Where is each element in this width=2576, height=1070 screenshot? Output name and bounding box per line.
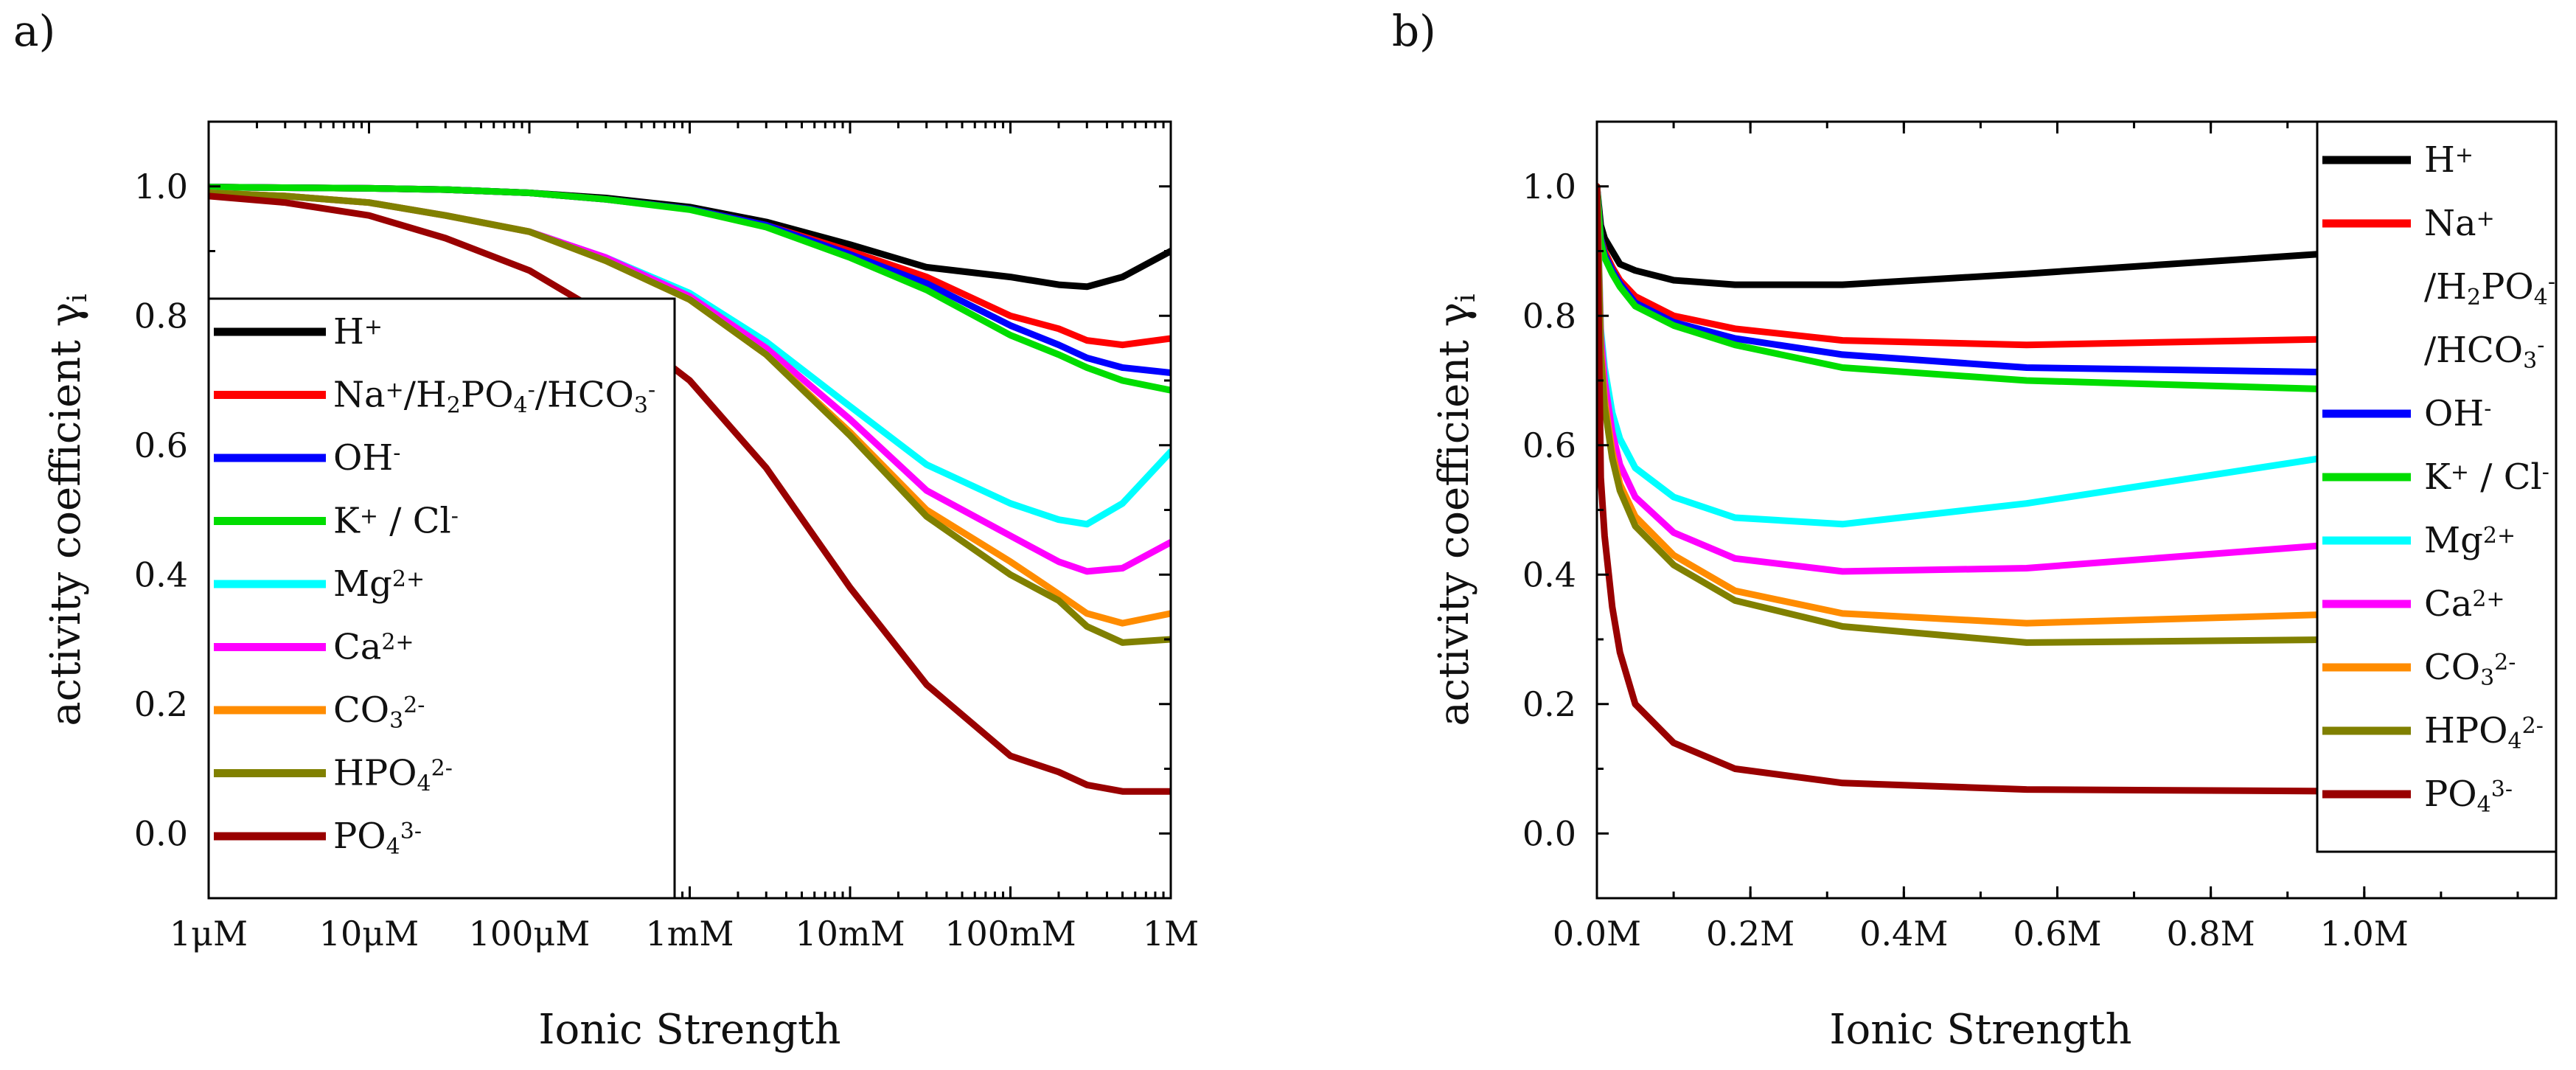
x-tick-label: 0.4M xyxy=(1859,914,1948,953)
series-line-8 xyxy=(209,192,1171,795)
legend-label: Mg2+ xyxy=(2424,520,2516,561)
legend-label: K+ / Cl- xyxy=(2424,456,2549,498)
legend-label: OH- xyxy=(2424,393,2491,434)
chart-panel-b: b) 0.0 0.2 0.4 0.6 0.8 1.0 0.0M 0.2M 0.4M 0.6M 0.8M… xyxy=(1392,6,2558,1054)
legend-entry-6: CO32- xyxy=(214,689,425,734)
legend-entry-8: PO43- xyxy=(2322,774,2513,818)
y-tick-label: 0.8 xyxy=(134,296,188,336)
legend-label: Ca2+ xyxy=(2424,583,2505,625)
y-tick-label: 0.2 xyxy=(1522,684,1576,724)
x-tick-label: 100μM xyxy=(469,914,591,953)
legend-entry-0: H+ xyxy=(214,311,383,352)
series-group xyxy=(209,184,1171,795)
series-line-7 xyxy=(1597,183,2368,646)
x-tick-label: 1μM xyxy=(170,914,248,953)
legend-entry-3: K+ / Cl- xyxy=(214,501,459,542)
legend-label: Na+/H2PO4-/HCO3- xyxy=(333,375,655,419)
legend-label: /HCO3- xyxy=(2424,330,2544,374)
legend-entry-5: Ca2+ xyxy=(2322,583,2505,625)
y-tick-label: 0.2 xyxy=(134,684,188,724)
legend-entry-4: Mg2+ xyxy=(2322,520,2516,561)
x-axis-title: Ionic Strength xyxy=(538,1006,840,1054)
series-line-0 xyxy=(1597,183,2368,288)
legend-label: CO32- xyxy=(333,689,425,734)
y-tick-label: 0.4 xyxy=(134,555,188,594)
legend-entry-7: HPO42- xyxy=(2322,710,2544,754)
legend-label: PO43- xyxy=(2424,774,2513,818)
legend-label: HPO42- xyxy=(333,753,453,797)
legend-entry-8: PO43- xyxy=(214,816,422,860)
legend-label: Mg2+ xyxy=(333,563,425,605)
legend-label: H+ xyxy=(2424,139,2474,181)
legend: H+ Na+/H2PO4-/HCO3- OH- K+ / Cl- Mg2+ Ca2+ CO3… xyxy=(207,297,676,900)
legend-entry-7: HPO42- xyxy=(214,753,453,797)
legend-entry-4: Mg2+ xyxy=(214,563,425,605)
x-tick-label: 10μM xyxy=(319,914,420,953)
y-tick-label: 0.0 xyxy=(134,813,188,853)
x-axis-title: Ionic Strength xyxy=(1829,1006,2131,1054)
series-line-3 xyxy=(209,184,1171,394)
series-line-1 xyxy=(1597,183,2368,349)
x-tick-label: 100mM xyxy=(944,914,1076,953)
series-line-6 xyxy=(1597,183,2368,627)
legend-label: Na+ xyxy=(2424,203,2495,244)
y-tick-label: 1.0 xyxy=(1522,167,1576,206)
y-tick-label: 0.6 xyxy=(134,425,188,465)
x-tick-label: 0.6M xyxy=(2013,914,2101,953)
y-tick-label: 1.0 xyxy=(134,167,188,206)
legend-label: K+ / Cl- xyxy=(333,501,459,542)
y-tick-label: 0.8 xyxy=(1522,296,1576,336)
legend-entry-2: OH- xyxy=(214,437,400,479)
x-tick-label: 0.0M xyxy=(1553,914,1641,953)
y-axis-title: activity coefficient γi xyxy=(1430,293,1481,726)
legend-entry-1: Na+/H2PO4-/HCO3- xyxy=(214,375,655,419)
legend-label: PO43- xyxy=(333,816,422,860)
legend-entry-3: K+ / Cl- xyxy=(2322,456,2549,498)
legend-label: OH- xyxy=(333,437,400,479)
series-line-8 xyxy=(1597,183,2368,795)
x-tick-label: 0.2M xyxy=(1706,914,1795,953)
legend-label: Ca2+ xyxy=(333,627,414,668)
x-tick-label: 1mM xyxy=(646,914,734,953)
y-tick-label: 0.4 xyxy=(1522,555,1576,594)
series-line-3 xyxy=(1597,183,2368,394)
panel-label: b) xyxy=(1392,6,1436,56)
y-tick-label: 0.6 xyxy=(1522,425,1576,465)
legend-entry-6: CO32- xyxy=(2322,647,2516,691)
legend: H+ Na+ /H2PO4- /HCO3- OH- K+ / Cl- Mg2+ Ca2+ CO3… xyxy=(2316,120,2558,853)
legend-label: HPO42- xyxy=(2424,710,2544,754)
legend-entry-5: Ca2+ xyxy=(214,627,414,668)
y-axis-title: activity coefficient γi xyxy=(42,293,93,726)
legend-label: /H2PO4- xyxy=(2424,266,2555,310)
legend-entry-2: OH- xyxy=(2322,393,2491,434)
x-tick-label: 10mM xyxy=(795,914,905,953)
legend-label: CO32- xyxy=(2424,647,2516,691)
legend-label: H+ xyxy=(333,311,383,352)
x-tick-label: 1M xyxy=(1143,914,1199,953)
legend-entry-1: Na+ /H2PO4- /HCO3- xyxy=(2322,203,2555,374)
series-line-7 xyxy=(209,190,1171,646)
x-tick-label: 0.8M xyxy=(2167,914,2255,953)
series-group xyxy=(1597,183,2368,795)
legend-entry-0: H+ xyxy=(2322,139,2474,181)
chart-panel-a: a) 0.0 0.2 0.4 0.6 0.8 1.0 1μM 10μM 100μM 1mM 10mM 1… xyxy=(13,6,1199,1054)
y-tick-label: 0.0 xyxy=(1522,813,1576,853)
series-line-4 xyxy=(1597,183,2368,528)
x-tick-label: 1.0M xyxy=(2320,914,2409,953)
panel-label: a) xyxy=(13,6,55,56)
